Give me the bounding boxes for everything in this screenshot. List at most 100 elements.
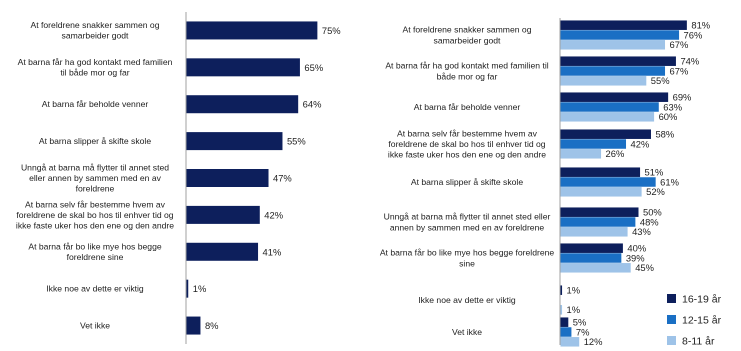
chart2-bar bbox=[560, 149, 602, 159]
chart1-category-label-line: til både mor og far bbox=[60, 68, 129, 78]
chart2-category-label: At barna selv får bestemme hvem av foreld… bbox=[388, 128, 546, 159]
chart2-bar bbox=[560, 243, 623, 253]
chart2-bar bbox=[560, 253, 622, 263]
chart2-category-label: Unngå at barna må flytter til annet sted… bbox=[384, 212, 551, 233]
chart1-value-label: 1% bbox=[193, 283, 207, 294]
chart2-category-label-line: foreldrene de skal bo hos til enhver tid… bbox=[388, 139, 545, 149]
chart2-value-label: 12% bbox=[584, 336, 603, 347]
chart1-bar bbox=[186, 21, 318, 40]
chart2-value-label: 61% bbox=[660, 176, 679, 187]
chart2-value-label: 5% bbox=[573, 317, 587, 328]
chart2-value-label: 58% bbox=[655, 129, 674, 140]
legend-swatch bbox=[667, 315, 676, 324]
chart2-bar bbox=[560, 92, 669, 102]
chart2-value-label: 60% bbox=[659, 111, 678, 122]
chart2-bar bbox=[560, 217, 636, 227]
chart2-category-label-line: At barna får beholde venner bbox=[414, 102, 521, 112]
chart2-value-label: 74% bbox=[680, 56, 699, 67]
chart2-value-label: 55% bbox=[651, 75, 670, 86]
chart2-value-label: 43% bbox=[632, 226, 651, 237]
chart2-value-label: 39% bbox=[626, 252, 645, 263]
chart2-category-label-line: At barna slipper å skifte skole bbox=[411, 177, 523, 187]
chart2-value-label: 52% bbox=[646, 186, 665, 197]
chart1-value-label: 75% bbox=[322, 25, 341, 36]
chart1-value-label: 65% bbox=[304, 62, 323, 73]
chart2-value-label: 1% bbox=[567, 304, 581, 315]
chart2-category-label-line: Ikke noe av dette er viktig bbox=[418, 295, 516, 305]
chart2-category-label-line: samarbeider godt bbox=[434, 35, 501, 45]
chart1-bar bbox=[186, 58, 300, 77]
chart2-category-label-line: både mor og far bbox=[437, 71, 498, 81]
chart1-bar bbox=[186, 132, 283, 151]
chart1-category-label-line: foreldrene de skal bo hos til enhver tid… bbox=[16, 210, 173, 220]
chart1-category-label-line: At barna selv får bestemme hvem av bbox=[25, 199, 166, 209]
chart1-bar bbox=[186, 205, 260, 224]
chart1-category-label-line: At barna slipper å skifte skole bbox=[39, 136, 151, 146]
chart2-category-label: At barna får beholde venner bbox=[414, 102, 521, 112]
chart1-category-label-line: ikke faste uker hos den ene og den andre bbox=[16, 220, 174, 230]
chart2-bar bbox=[560, 76, 647, 86]
chart1-category-label-line: At foreldrene snakker sammen og bbox=[31, 20, 160, 30]
chart1-category-label: At barna får ha god kontakt med familien… bbox=[18, 57, 173, 78]
chart2-category-label: Ikke noe av dette er viktig bbox=[418, 295, 516, 305]
chart2-bar bbox=[560, 167, 641, 177]
chart2-category-label: At barna får bo like mye hos begge forel… bbox=[380, 248, 555, 269]
chart1-category-label-line: foreldrene sine bbox=[67, 252, 124, 262]
chart2-bar bbox=[560, 40, 666, 50]
chart2-value-label: 81% bbox=[691, 20, 710, 31]
chart2-value-label: 50% bbox=[643, 207, 662, 218]
chart2-value-label: 45% bbox=[635, 262, 654, 273]
chart2-category-label-line: Unngå at barna må flytter til annet sted… bbox=[384, 212, 551, 222]
chart2-category-label-line: Vet ikke bbox=[452, 327, 482, 337]
chart2-category-label-line: At barna får ha god kontakt med familien… bbox=[385, 61, 548, 71]
chart1-category-label: At foreldrene snakker sammen og samarbeid… bbox=[31, 20, 160, 41]
chart1-value-label: 8% bbox=[205, 320, 219, 331]
chart1-category-label: At barna får beholde venner bbox=[42, 99, 149, 109]
chart2-category-label-line: sine bbox=[459, 258, 475, 268]
chart2-category-label: Vet ikke bbox=[452, 327, 482, 337]
chart1-value-label: 42% bbox=[264, 209, 283, 220]
chart2-category-label-line: annen by sammen med en av foreldrene bbox=[390, 222, 545, 232]
chart-by-age-group: At foreldrene snakker sammen og samarbeid… bbox=[380, 18, 710, 347]
chart1-bar bbox=[186, 316, 201, 335]
chart2-category-label: At foreldrene snakker sammen og samarbeid… bbox=[403, 25, 532, 46]
chart2-value-label: 42% bbox=[631, 138, 650, 149]
chart1-category-label-line: eller annen by sammen med en av bbox=[29, 173, 162, 183]
chart2-category-label: At barna får ha god kontakt med familien… bbox=[385, 61, 548, 82]
legend: 16-19 år 12-15 år 8-11 år bbox=[667, 294, 722, 348]
chart2-bar bbox=[560, 327, 572, 337]
chart2-category-label-line: At barna selv får bestemme hvem av bbox=[397, 128, 538, 138]
chart1-category-label: Vet ikke bbox=[80, 321, 110, 331]
chart2-bar bbox=[560, 285, 563, 295]
chart2-category-label-line: At barna får bo like mye hos begge forel… bbox=[380, 248, 555, 258]
chart1-category-label: At barna slipper å skifte skole bbox=[39, 136, 151, 146]
chart2-value-label: 7% bbox=[576, 326, 590, 337]
chart2-value-label: 1% bbox=[567, 285, 581, 296]
chart2-bar bbox=[560, 112, 655, 122]
chart1-value-label: 47% bbox=[273, 173, 292, 184]
chart1-category-label: At barna får bo like mye hos begge foreld… bbox=[28, 241, 162, 262]
chart2-bar bbox=[560, 177, 656, 187]
chart2-value-label: 69% bbox=[673, 92, 692, 103]
chart2-category-label: At barna slipper å skifte skole bbox=[411, 177, 523, 187]
chart2-category-label-line: At foreldrene snakker sammen og bbox=[403, 25, 532, 35]
legend-swatch bbox=[667, 294, 676, 303]
chart1-category-label-line: At barna får bo like mye hos begge bbox=[28, 241, 162, 251]
legend-entry: 12-15 år bbox=[682, 315, 722, 327]
chart2-bar bbox=[560, 187, 642, 197]
chart2-value-label: 67% bbox=[670, 65, 689, 76]
chart-single-series: At foreldrene snakker sammen og samarbeid… bbox=[16, 12, 341, 344]
chart2-bar bbox=[560, 139, 627, 149]
chart1-category-label-line: At barna får ha god kontakt med familien bbox=[18, 57, 173, 67]
chart1-category-label: Unngå at barna må flytter til annet sted… bbox=[21, 162, 169, 193]
chart2-value-label: 26% bbox=[606, 148, 625, 159]
chart2-bar bbox=[560, 207, 639, 217]
chart1-value-label: 41% bbox=[263, 246, 282, 257]
chart2-value-label: 51% bbox=[645, 167, 664, 178]
chart1-category-label-line: At barna får beholde venner bbox=[42, 99, 149, 109]
chart1-value-label: 55% bbox=[287, 136, 306, 147]
chart2-bar bbox=[560, 66, 666, 76]
chart1-category-label-line: Ikke noe av dette er viktig bbox=[46, 284, 144, 294]
chart1-bar bbox=[186, 279, 189, 298]
